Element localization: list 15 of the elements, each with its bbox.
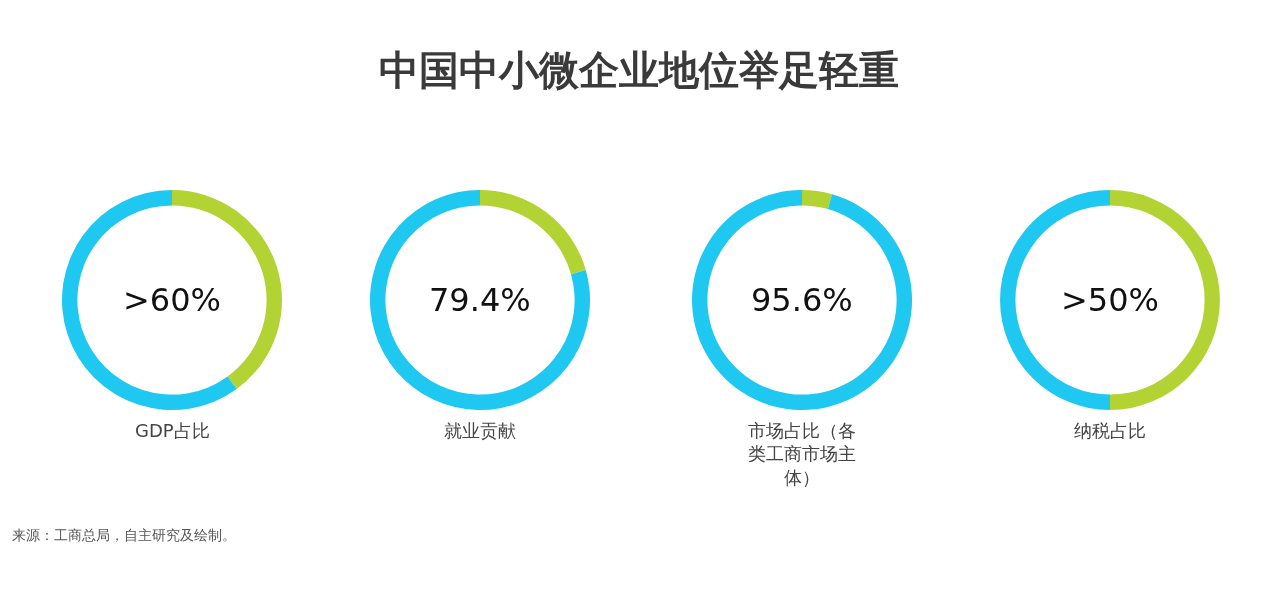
donut-slice xyxy=(802,190,833,209)
text: 79.4% xyxy=(429,281,531,319)
text: >60% xyxy=(123,281,221,319)
donut-slice xyxy=(370,190,590,410)
source-note: 来源：工商总局，自主研究及绘制。 xyxy=(12,527,236,543)
text: 就业贡献 xyxy=(444,420,516,441)
text: >50% xyxy=(1061,281,1159,319)
donut-slice xyxy=(62,190,237,410)
text: 市场占比（各类工商市场主体） xyxy=(748,420,856,488)
text: GDP占比 xyxy=(135,420,210,441)
text: 中国中小微企业地位举足轻重 xyxy=(379,47,899,93)
text: 纳税占比 xyxy=(1074,420,1146,441)
donut-slice xyxy=(480,190,586,275)
donut-slice xyxy=(692,190,912,410)
text: 95.6% xyxy=(751,281,853,319)
